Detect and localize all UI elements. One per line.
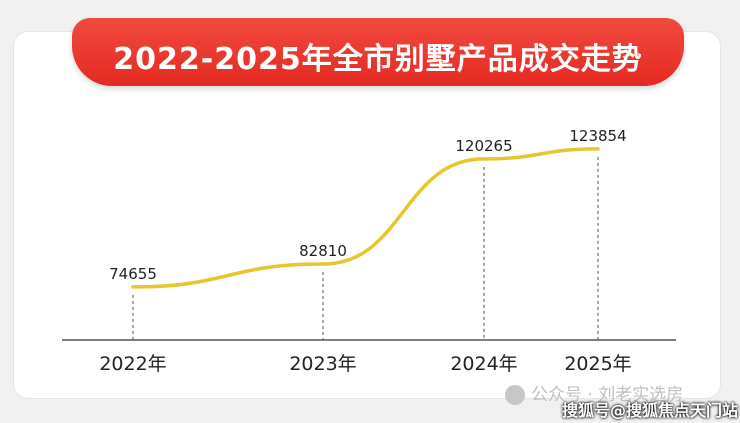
x-tick-label: 2025年: [564, 353, 631, 375]
chart-title: 2022-2025年全市别墅产品成交走势: [113, 42, 643, 77]
data-label: 120265: [455, 137, 512, 155]
x-tick-label: 2023年: [289, 353, 356, 375]
x-tick-label: 2022年: [99, 353, 166, 375]
data-label: 82810: [299, 242, 347, 260]
watermark-text: 公众号 · 刘老实选房: [531, 385, 684, 405]
chart-card: [14, 32, 720, 398]
watermark: 公众号 · 刘老实选房: [505, 380, 683, 405]
data-label: 123854: [569, 127, 626, 145]
wechat-icon: [505, 385, 525, 405]
x-tick-label: 2024年: [450, 353, 517, 375]
title-banner: 2022-2025年全市别墅产品成交走势: [72, 18, 684, 86]
series-line: [131, 147, 600, 289]
source-caption: 搜狐号@搜狐焦点天门站: [562, 401, 739, 420]
data-label: 74655: [109, 265, 157, 283]
